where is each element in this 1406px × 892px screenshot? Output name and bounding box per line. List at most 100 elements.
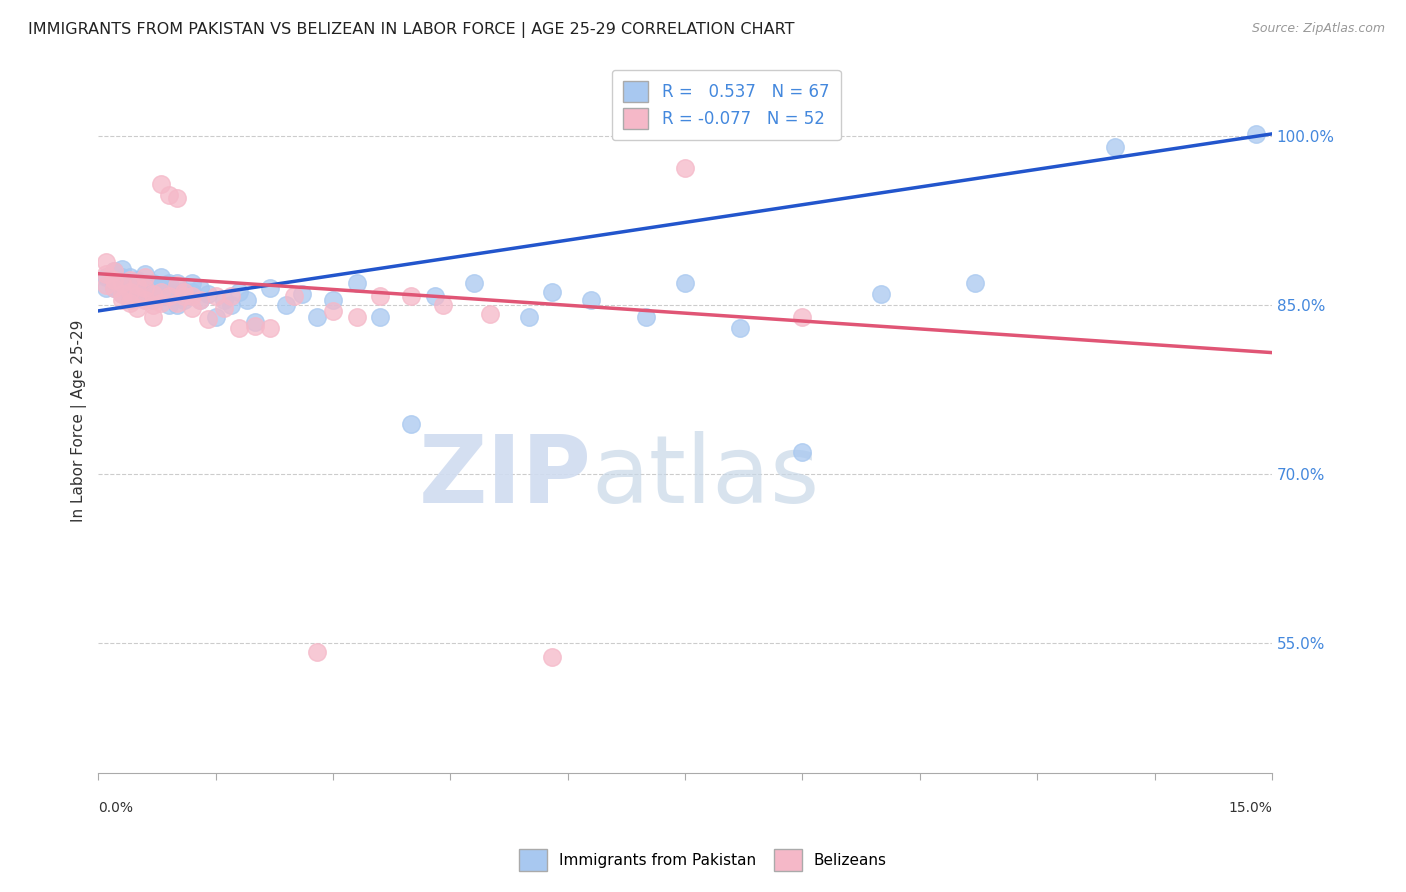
Point [166, 277, 188, 292]
Point [212, 293, 235, 307]
Point [197, 287, 219, 301]
Point [423, 289, 446, 303]
Point [181, 276, 204, 290]
Point [517, 310, 540, 324]
Point [221, 298, 243, 312]
Point [166, 276, 188, 290]
Point [157, 289, 180, 303]
Point [188, 293, 211, 307]
Point [118, 270, 141, 285]
Legend: R =   0.537   N = 67, R = -0.077   N = 52: R = 0.537 N = 67, R = -0.077 N = 52 [612, 70, 841, 140]
Point [463, 276, 485, 290]
Point [127, 277, 149, 292]
Point [103, 264, 125, 278]
Point [1104, 140, 1126, 154]
Point [142, 293, 165, 307]
Point [127, 289, 149, 303]
Point [142, 287, 165, 301]
Y-axis label: In Labor Force | Age 25-29: In Labor Force | Age 25-29 [72, 319, 87, 522]
Point [173, 284, 195, 298]
Point [142, 298, 165, 312]
Point [142, 310, 165, 324]
Point [103, 281, 125, 295]
Point [149, 296, 172, 310]
Point [166, 191, 188, 205]
Text: Source: ZipAtlas.com: Source: ZipAtlas.com [1251, 22, 1385, 36]
Point [103, 264, 125, 278]
Point [322, 293, 344, 307]
Text: IMMIGRANTS FROM PAKISTAN VS BELIZEAN IN LABOR FORCE | AGE 25-29 CORRELATION CHAR: IMMIGRANTS FROM PAKISTAN VS BELIZEAN IN … [28, 22, 794, 38]
Point [127, 301, 149, 315]
Point [792, 445, 814, 459]
Point [581, 293, 603, 307]
Point [142, 287, 165, 301]
Point [134, 293, 156, 307]
Point [134, 276, 156, 290]
Point [111, 287, 134, 301]
Point [368, 310, 391, 324]
Point [118, 276, 141, 290]
Point [432, 298, 454, 312]
Point [243, 318, 266, 333]
Point [111, 276, 134, 290]
Point [111, 287, 134, 301]
Point [368, 289, 391, 303]
Text: 0.0%: 0.0% [98, 801, 134, 815]
Point [127, 287, 149, 301]
Point [103, 281, 125, 295]
Text: ZIP: ZIP [419, 431, 592, 524]
Point [188, 293, 211, 307]
Point [134, 281, 156, 295]
Point [118, 285, 141, 299]
Point [541, 285, 564, 299]
Legend: Immigrants from Pakistan, Belizeans: Immigrants from Pakistan, Belizeans [513, 843, 893, 877]
Point [142, 276, 165, 290]
Point [228, 285, 250, 299]
Point [157, 298, 180, 312]
Point [166, 296, 188, 310]
Text: atlas: atlas [592, 431, 820, 524]
Point [103, 273, 125, 287]
Point [204, 310, 226, 324]
Point [96, 270, 118, 285]
Point [869, 287, 891, 301]
Point [127, 277, 149, 292]
Point [181, 285, 204, 299]
Point [291, 287, 314, 301]
Point [792, 310, 814, 324]
Point [728, 320, 751, 334]
Point [401, 417, 423, 431]
Point [127, 273, 149, 287]
Point [118, 285, 141, 299]
Point [346, 276, 368, 290]
Point [204, 289, 226, 303]
Point [111, 276, 134, 290]
Point [157, 285, 180, 299]
Point [236, 293, 259, 307]
Point [157, 187, 180, 202]
Point [157, 276, 180, 290]
Point [96, 281, 118, 295]
Point [166, 289, 188, 303]
Point [212, 301, 235, 315]
Point [634, 310, 657, 324]
Point [111, 270, 134, 285]
Point [173, 293, 195, 307]
Point [149, 289, 172, 303]
Point [96, 255, 118, 269]
Point [283, 289, 305, 303]
Point [673, 161, 696, 175]
Point [401, 289, 423, 303]
Point [96, 267, 118, 281]
Point [134, 285, 156, 299]
Point [173, 289, 195, 303]
Point [134, 267, 156, 281]
Point [307, 310, 329, 324]
Point [173, 285, 195, 299]
Text: 15.0%: 15.0% [1227, 801, 1272, 815]
Point [274, 298, 297, 312]
Point [478, 307, 501, 321]
Point [541, 650, 564, 665]
Point [259, 320, 281, 334]
Point [1244, 127, 1267, 141]
